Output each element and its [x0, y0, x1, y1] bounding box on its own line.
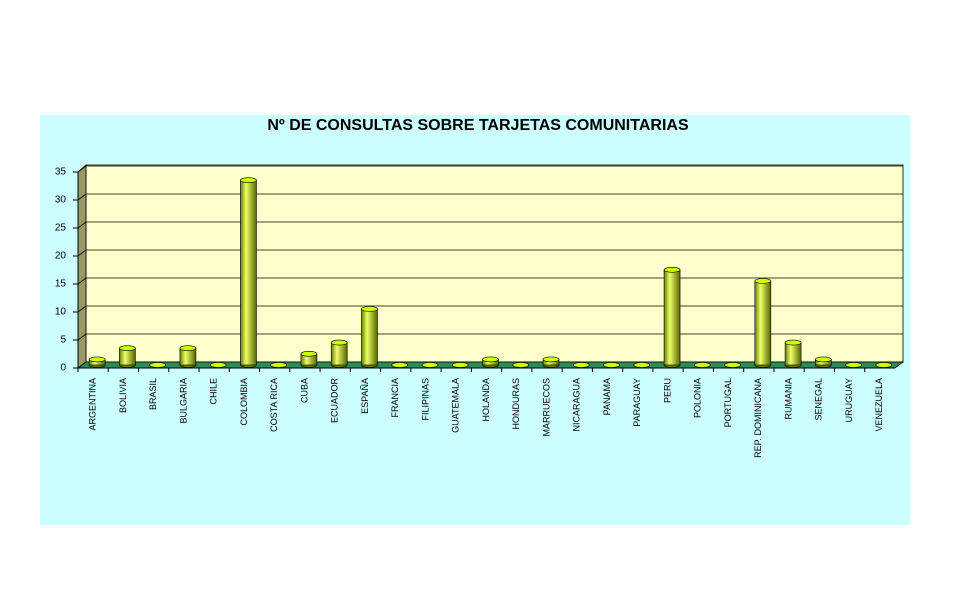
x-tick-label: BULGARIA	[178, 378, 188, 424]
x-tick-label: FRANCIA	[390, 378, 400, 418]
x-tick-label: URUGUAY	[844, 378, 854, 422]
bar-cap	[572, 362, 590, 368]
y-tick-label: 35	[55, 167, 67, 178]
y-tick-label: 20	[55, 251, 67, 262]
bar-cap	[240, 177, 257, 183]
y-tick-label: 25	[55, 223, 67, 234]
bar-cap	[179, 345, 197, 352]
bar-cap	[784, 339, 802, 346]
bar-cap	[391, 362, 409, 368]
grid-line	[77, 165, 87, 173]
chart-title: Nº DE CONSULTAS SOBRE TARJETAS COMUNITAR…	[267, 117, 689, 134]
x-tick-label: POLONIA	[693, 378, 703, 418]
bar-cap	[512, 362, 530, 368]
grid-line	[77, 305, 87, 313]
x-tick-label: ECUADOR	[330, 378, 340, 424]
bar-cap	[88, 356, 106, 363]
bar-cap	[119, 345, 136, 352]
x-tick-label: GUATEMALA	[451, 378, 461, 433]
x-tick-label: PARAGUAY	[632, 378, 642, 427]
back-wall	[85, 164, 904, 363]
bar-cap	[209, 362, 227, 368]
grid-line	[77, 277, 87, 285]
x-tick-label: MARRUECOS	[541, 378, 551, 437]
bar-cap	[633, 362, 651, 368]
y-tick-label: 30	[55, 195, 67, 206]
x-tick-label: CUBA	[299, 378, 309, 403]
bar-cap	[845, 362, 862, 368]
x-tick-label: BOLIVIA	[118, 378, 128, 413]
x-tick-label: BRASIL	[148, 378, 158, 410]
bar	[754, 280, 772, 366]
bar	[784, 342, 802, 366]
bar-cap	[270, 362, 287, 368]
bar-cap	[815, 356, 832, 363]
grid-line	[77, 193, 87, 201]
bar	[663, 269, 681, 366]
x-tick-label: FILIPINAS	[420, 378, 430, 421]
bar-cap	[149, 362, 166, 368]
bar-cap	[694, 362, 711, 368]
x-tick-label: COLOMBIA	[239, 378, 249, 426]
bar-cap	[603, 362, 620, 368]
y-tick-label: 0	[60, 363, 66, 374]
side-wall	[77, 164, 87, 369]
bar-cap	[361, 306, 378, 312]
bar-cap	[330, 339, 348, 346]
grid-line	[77, 249, 87, 257]
x-tick-label: PERU	[662, 378, 672, 403]
x-tick-label: RUMANIA	[783, 378, 793, 420]
x-tick-label: PANAMA	[602, 378, 612, 415]
x-tick-label: REP. DOMINICANA	[753, 378, 763, 458]
bar-cap	[421, 362, 439, 368]
plot: 0 5 10 15 20 25 30 35 ARGENTINA BOLIVIA BRASIL BULG…	[55, 165, 903, 458]
x-tick-label: NICARAGUA	[572, 378, 582, 432]
x-tick-label: VENEZUELA	[874, 378, 884, 432]
x-tick-label: PORTUGAL	[723, 378, 733, 427]
bar-cap	[754, 278, 772, 284]
x-tick-label: CHILE	[209, 378, 219, 405]
x-tick-label: ARGENTINA	[88, 378, 98, 431]
grid-line	[77, 221, 87, 229]
x-tick-label: SENEGAL	[814, 378, 824, 421]
bar-cap	[542, 356, 560, 363]
y-tick-label: 10	[55, 307, 67, 318]
y-tick-label: 5	[60, 335, 66, 346]
x-tick-label: HONDURAS	[511, 378, 521, 430]
bar-cap	[724, 362, 741, 368]
bar-cap	[451, 362, 469, 368]
x-tick-label: HOLANDA	[481, 378, 491, 422]
bar-cap	[300, 350, 318, 357]
bar	[361, 308, 378, 366]
bar	[240, 179, 257, 366]
bar	[330, 342, 348, 366]
x-tick-label: COSTA RICA	[269, 378, 279, 432]
x-tick-label: ESPAÑA	[360, 378, 370, 414]
bar-cap	[875, 362, 893, 368]
grid-line	[77, 333, 87, 341]
bar-cap	[482, 356, 499, 363]
y-tick-label: 15	[55, 279, 67, 290]
bar-cap	[663, 266, 681, 273]
